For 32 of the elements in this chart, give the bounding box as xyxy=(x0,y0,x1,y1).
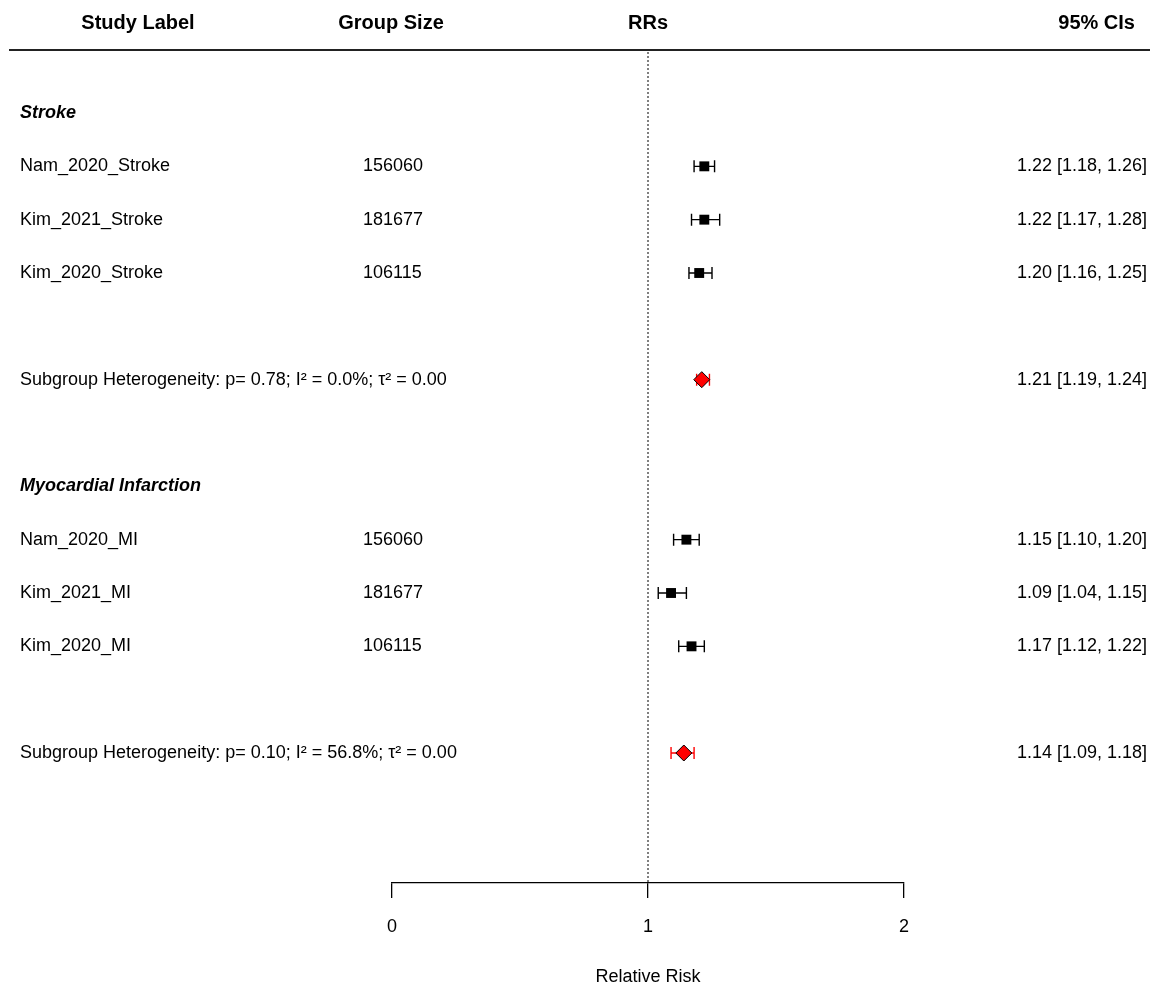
x-tick-label: 2 xyxy=(898,915,910,936)
y-tick-label: Kim_2021_MI xyxy=(20,581,132,603)
y-tick-label: Myocardial Infarction xyxy=(20,475,202,496)
y2-tick-label: 106115 xyxy=(363,635,422,656)
data-label: 1.21 [1.19, 1.24] xyxy=(1016,368,1147,389)
data-label: 1.15 [1.10, 1.20] xyxy=(1016,528,1147,549)
y2-tick-label: 156060 xyxy=(363,155,424,176)
x-tick-label: 0 xyxy=(386,915,398,936)
y-tick-label: Subgroup Heterogeneity: p= 0.10; I² = 56.8%; τ² = 0.00 xyxy=(20,741,457,762)
y2-tick-label: 106115 xyxy=(363,261,422,282)
y-tick-label: Kim_2020_MI xyxy=(20,635,132,657)
text: Study Label xyxy=(81,10,195,33)
y-tick-label: Kim_2021_Stroke xyxy=(20,208,164,230)
x-tick-label: 1 xyxy=(642,915,654,936)
data-label: 1.17 [1.12, 1.22] xyxy=(1016,635,1147,656)
data-label: 1.14 [1.09, 1.18] xyxy=(1016,741,1147,762)
x-axis-title: Relative Risk xyxy=(595,966,702,987)
y-tick-label: Stroke xyxy=(20,101,77,122)
y2-tick-label: 181677 xyxy=(363,208,424,229)
data-label: 1.09 [1.04, 1.15] xyxy=(1016,581,1147,602)
y-tick-label: Subgroup Heterogeneity: p= 0.78; I² = 0.0%; τ² = 0.00 xyxy=(20,368,447,389)
text: Group Size xyxy=(338,10,444,33)
text: 95% CIs xyxy=(1058,10,1135,33)
data-label: 1.22 [1.17, 1.28] xyxy=(1016,208,1147,229)
data-label: 1.20 [1.16, 1.25] xyxy=(1016,261,1147,282)
y-tick-label: Nam_2020_MI xyxy=(20,528,139,550)
text: RRs xyxy=(627,10,669,33)
y2-tick-label: 156060 xyxy=(363,528,424,549)
y2-tick-label: 181677 xyxy=(363,581,424,602)
y-tick-label: Nam_2020_Stroke xyxy=(20,155,171,177)
data-label: 1.22 [1.18, 1.26] xyxy=(1016,155,1147,176)
y-tick-label: Kim_2020_Stroke xyxy=(20,261,164,283)
